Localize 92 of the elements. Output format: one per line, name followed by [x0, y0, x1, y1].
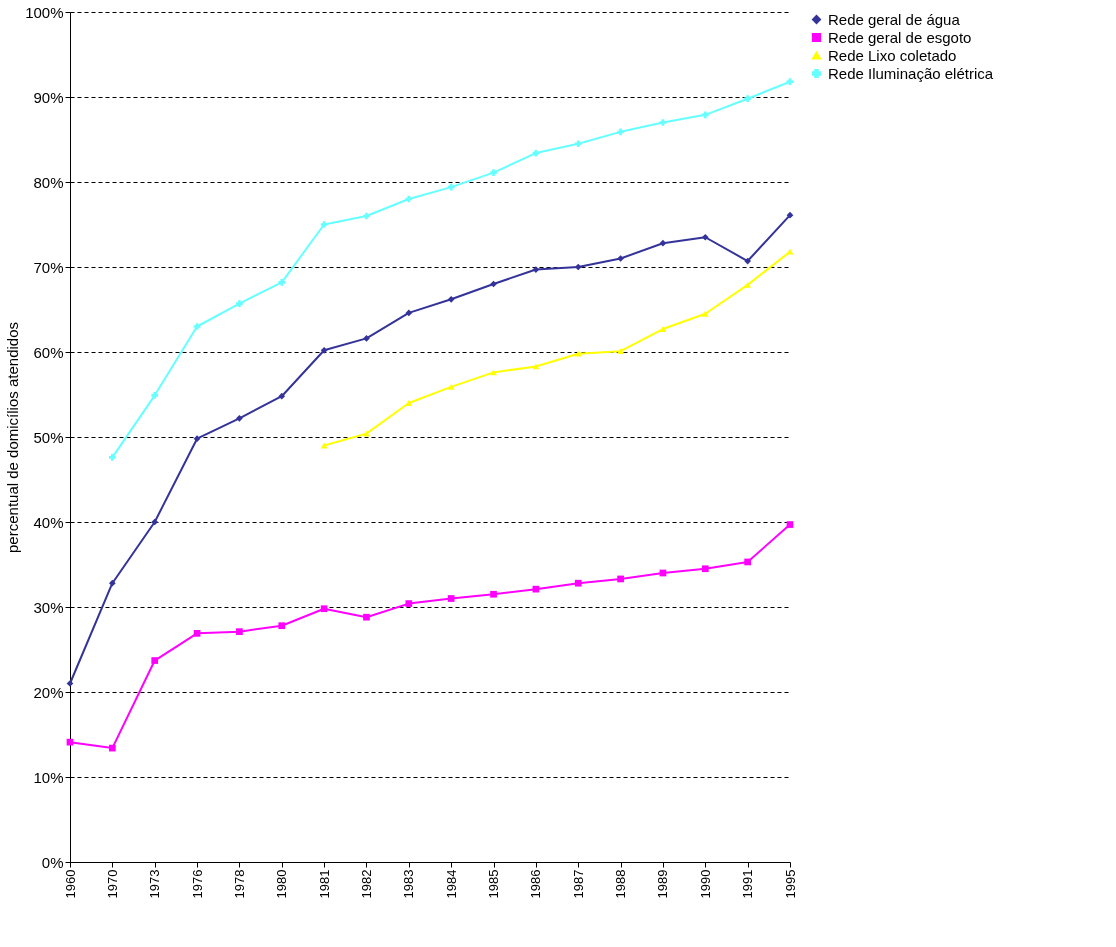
point: [744, 257, 751, 265]
point: [236, 300, 243, 307]
x-tick-label: 1970: [104, 869, 120, 899]
point: [490, 169, 497, 176]
point: [363, 613, 370, 621]
point: [701, 111, 709, 119]
point: [109, 454, 116, 461]
x-tick-label: 1976: [189, 869, 205, 899]
point: [617, 255, 624, 262]
y-tick-label: 20%: [33, 683, 64, 701]
legend-label: Rede Lixo coletado: [828, 46, 957, 64]
point: [405, 400, 413, 406]
x-tick-label: 1978: [231, 869, 247, 899]
legend-label: Rede geral de esgoto: [828, 28, 972, 46]
y-tick-label: 10%: [33, 768, 64, 786]
y-tick-label: 50%: [33, 428, 64, 446]
x-tick-label: 1990: [697, 869, 713, 899]
point: [320, 221, 328, 228]
point: [659, 326, 667, 332]
point: [320, 605, 328, 613]
point: [278, 278, 286, 286]
point: [151, 657, 159, 664]
point: [236, 414, 243, 422]
point: [405, 600, 413, 607]
point: [786, 248, 794, 255]
point: [574, 579, 582, 587]
y-tick-label: 0%: [41, 853, 64, 871]
point: [278, 622, 286, 630]
x-tick-label: 1986: [528, 869, 544, 899]
point: [109, 744, 116, 752]
point: [701, 233, 709, 241]
x-tick-label: 1989: [655, 869, 671, 899]
point: [363, 212, 370, 220]
point: [574, 350, 582, 357]
x-tick-label: 1984: [443, 869, 459, 899]
y-tick-label: 70%: [33, 258, 64, 276]
y-tick-label: 90%: [33, 88, 64, 106]
point: [278, 392, 286, 400]
point: [744, 95, 751, 103]
point: [193, 323, 201, 330]
point: [617, 128, 624, 136]
x-tick-label: 1985: [486, 869, 502, 899]
point: [701, 310, 709, 317]
y-tick-label: 40%: [33, 513, 64, 531]
x-tick-label: 1980: [274, 869, 290, 899]
point: [786, 78, 794, 86]
x-tick-label: 1981: [316, 869, 332, 899]
x-tick-label: 1973: [147, 869, 163, 899]
point: [193, 630, 201, 637]
point: [617, 575, 624, 583]
point: [574, 140, 582, 148]
x-tick-label: 1988: [613, 869, 629, 899]
point: [744, 558, 751, 566]
point: [405, 309, 413, 317]
point: [617, 348, 624, 355]
point: [193, 435, 201, 443]
y-axis-title: percentual de domicílios atendidos: [4, 322, 22, 553]
y-tick-label: 60%: [33, 343, 64, 361]
point: [532, 266, 540, 273]
point: [532, 585, 540, 593]
point: [320, 346, 328, 354]
point: [490, 590, 497, 598]
point: [151, 518, 159, 526]
point: [659, 239, 667, 247]
point: [363, 430, 370, 437]
point: [786, 521, 794, 528]
x-tick-label: 1987: [570, 869, 586, 899]
point: [659, 119, 667, 126]
point: [236, 628, 243, 635]
point: [574, 263, 582, 271]
point: [447, 383, 455, 390]
point: [447, 595, 455, 602]
point: [109, 579, 116, 587]
point: [151, 392, 159, 399]
x-tick-label: 1991: [740, 869, 756, 899]
point: [447, 295, 455, 303]
y-tick-label: 100%: [25, 3, 64, 21]
point: [701, 565, 709, 573]
point: [786, 211, 794, 219]
point: [447, 183, 455, 191]
x-tick-label: 1982: [358, 869, 374, 899]
y-tick-label: 30%: [33, 598, 64, 616]
legend-label: Rede Iluminação elétrica: [828, 64, 994, 82]
x-tick-label: 1960: [62, 869, 78, 899]
point: [744, 281, 751, 288]
point: [405, 195, 413, 203]
x-tick-label: 1983: [401, 869, 417, 899]
point: [363, 335, 370, 342]
y-tick-label: 80%: [33, 173, 64, 191]
x-tick-label: 1995: [782, 869, 798, 899]
point: [66, 738, 74, 746]
legend-label: Rede geral de água: [828, 10, 961, 28]
